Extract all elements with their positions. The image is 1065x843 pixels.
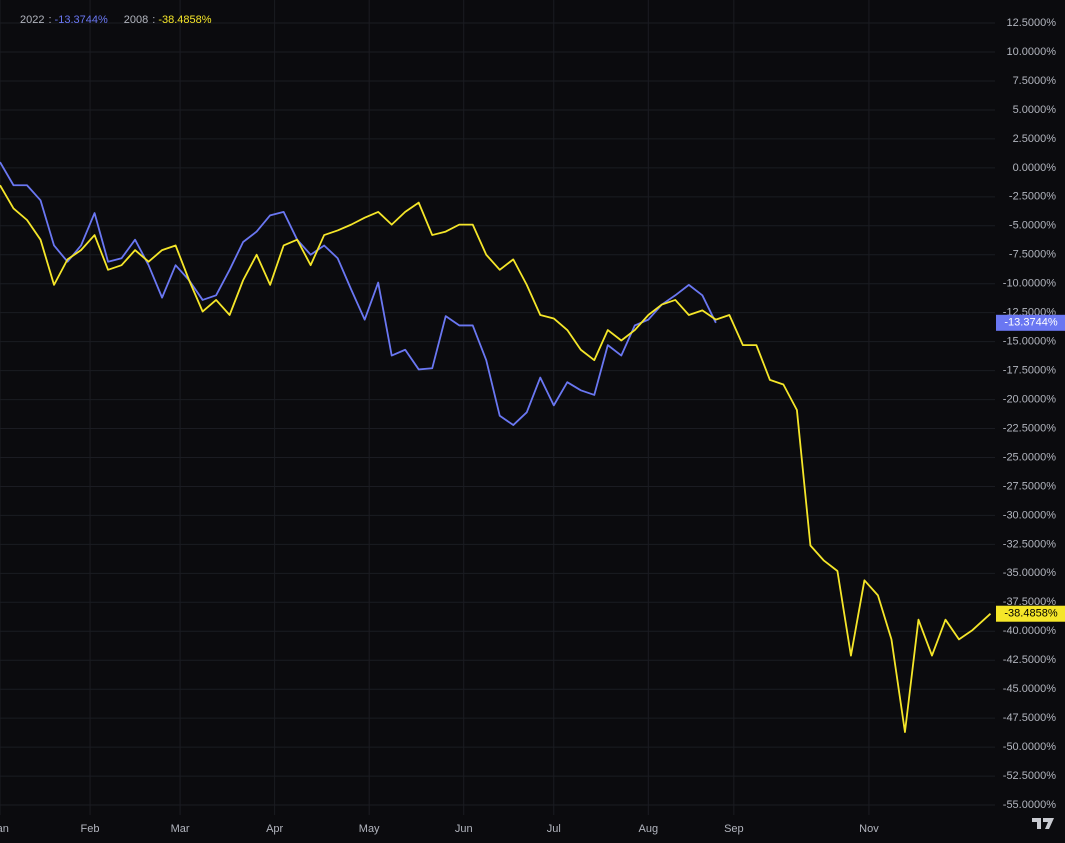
legend-name: 2022 bbox=[20, 14, 44, 26]
y-tick-label: -10.0000% bbox=[1003, 278, 1056, 290]
legend-separator: : bbox=[152, 14, 155, 26]
x-tick-label: Jun bbox=[455, 823, 473, 835]
y-tick-label: -27.5000% bbox=[1003, 480, 1056, 492]
grid bbox=[0, 0, 995, 815]
x-tick-label: Feb bbox=[81, 823, 100, 835]
legend-name: 2008 bbox=[124, 14, 148, 26]
series-line bbox=[0, 161, 717, 426]
y-tick-label: -40.0000% bbox=[1003, 625, 1056, 637]
y-tick-label: -37.5000% bbox=[1003, 596, 1056, 608]
y-tick-label: -20.0000% bbox=[1003, 393, 1056, 405]
x-tick-label: Nov bbox=[859, 823, 879, 835]
y-tick-label: 10.0000% bbox=[1006, 46, 1056, 58]
logo bbox=[1032, 818, 1054, 829]
y-tick-label: -15.0000% bbox=[1003, 336, 1056, 348]
y-tick-label: -32.5000% bbox=[1003, 538, 1056, 550]
logo-mark bbox=[1043, 818, 1054, 829]
x-tick-label: Mar bbox=[171, 823, 190, 835]
y-tick-label: -7.5000% bbox=[1009, 249, 1056, 261]
last-value-label: -13.3744% bbox=[1004, 317, 1057, 329]
y-tick-label: -52.5000% bbox=[1003, 770, 1056, 782]
y-tick-label: -35.0000% bbox=[1003, 567, 1056, 579]
x-tick-label: Sep bbox=[724, 823, 744, 835]
y-tick-label: -55.0000% bbox=[1003, 799, 1056, 811]
legend: 2022: -13.3744% 2008: -38.4858% bbox=[20, 14, 212, 26]
y-tick-label: -50.0000% bbox=[1003, 741, 1056, 753]
x-tick-label: May bbox=[359, 823, 380, 835]
y-tick-label: -17.5000% bbox=[1003, 365, 1056, 377]
y-tick-label: 2.5000% bbox=[1013, 133, 1057, 145]
y-tick-label: -47.5000% bbox=[1003, 712, 1056, 724]
last-value-label: -38.4858% bbox=[1004, 608, 1057, 620]
y-tick-label: 5.0000% bbox=[1013, 104, 1057, 116]
legend-text: 2022: -13.3744% 2008: -38.4858% bbox=[20, 14, 212, 26]
y-tick-label: -42.5000% bbox=[1003, 654, 1056, 666]
x-tick-label: Jul bbox=[547, 823, 561, 835]
logo-mark bbox=[1032, 818, 1041, 829]
x-tick-label: Jan bbox=[0, 823, 9, 835]
y-tick-label: 0.0000% bbox=[1013, 162, 1057, 174]
y-tick-label: -5.0000% bbox=[1009, 220, 1056, 232]
last-value-badge bbox=[996, 605, 1065, 622]
x-tick-label: Aug bbox=[639, 823, 659, 835]
lines bbox=[0, 161, 992, 733]
x-tick-label: Apr bbox=[266, 823, 283, 835]
last-value-badge bbox=[996, 314, 1065, 331]
y-tick-label: 12.5000% bbox=[1006, 17, 1056, 29]
legend-separator: : bbox=[48, 14, 51, 26]
legend-value: -38.4858% bbox=[158, 14, 211, 26]
y-tick-label: 7.5000% bbox=[1013, 75, 1057, 87]
y-tick-label: -45.0000% bbox=[1003, 683, 1056, 695]
y-tick-label: -30.0000% bbox=[1003, 509, 1056, 521]
legend-value: -13.3744% bbox=[55, 14, 108, 26]
y-tick-label: -25.0000% bbox=[1003, 451, 1056, 463]
y-tick-label: -2.5000% bbox=[1009, 191, 1056, 203]
axes: 12.5000% 10.0000% 7.5000% 5.0000% 2.5000% 0.0… bbox=[0, 17, 1065, 835]
y-tick-label: -22.5000% bbox=[1003, 422, 1056, 434]
series-line bbox=[0, 184, 992, 733]
